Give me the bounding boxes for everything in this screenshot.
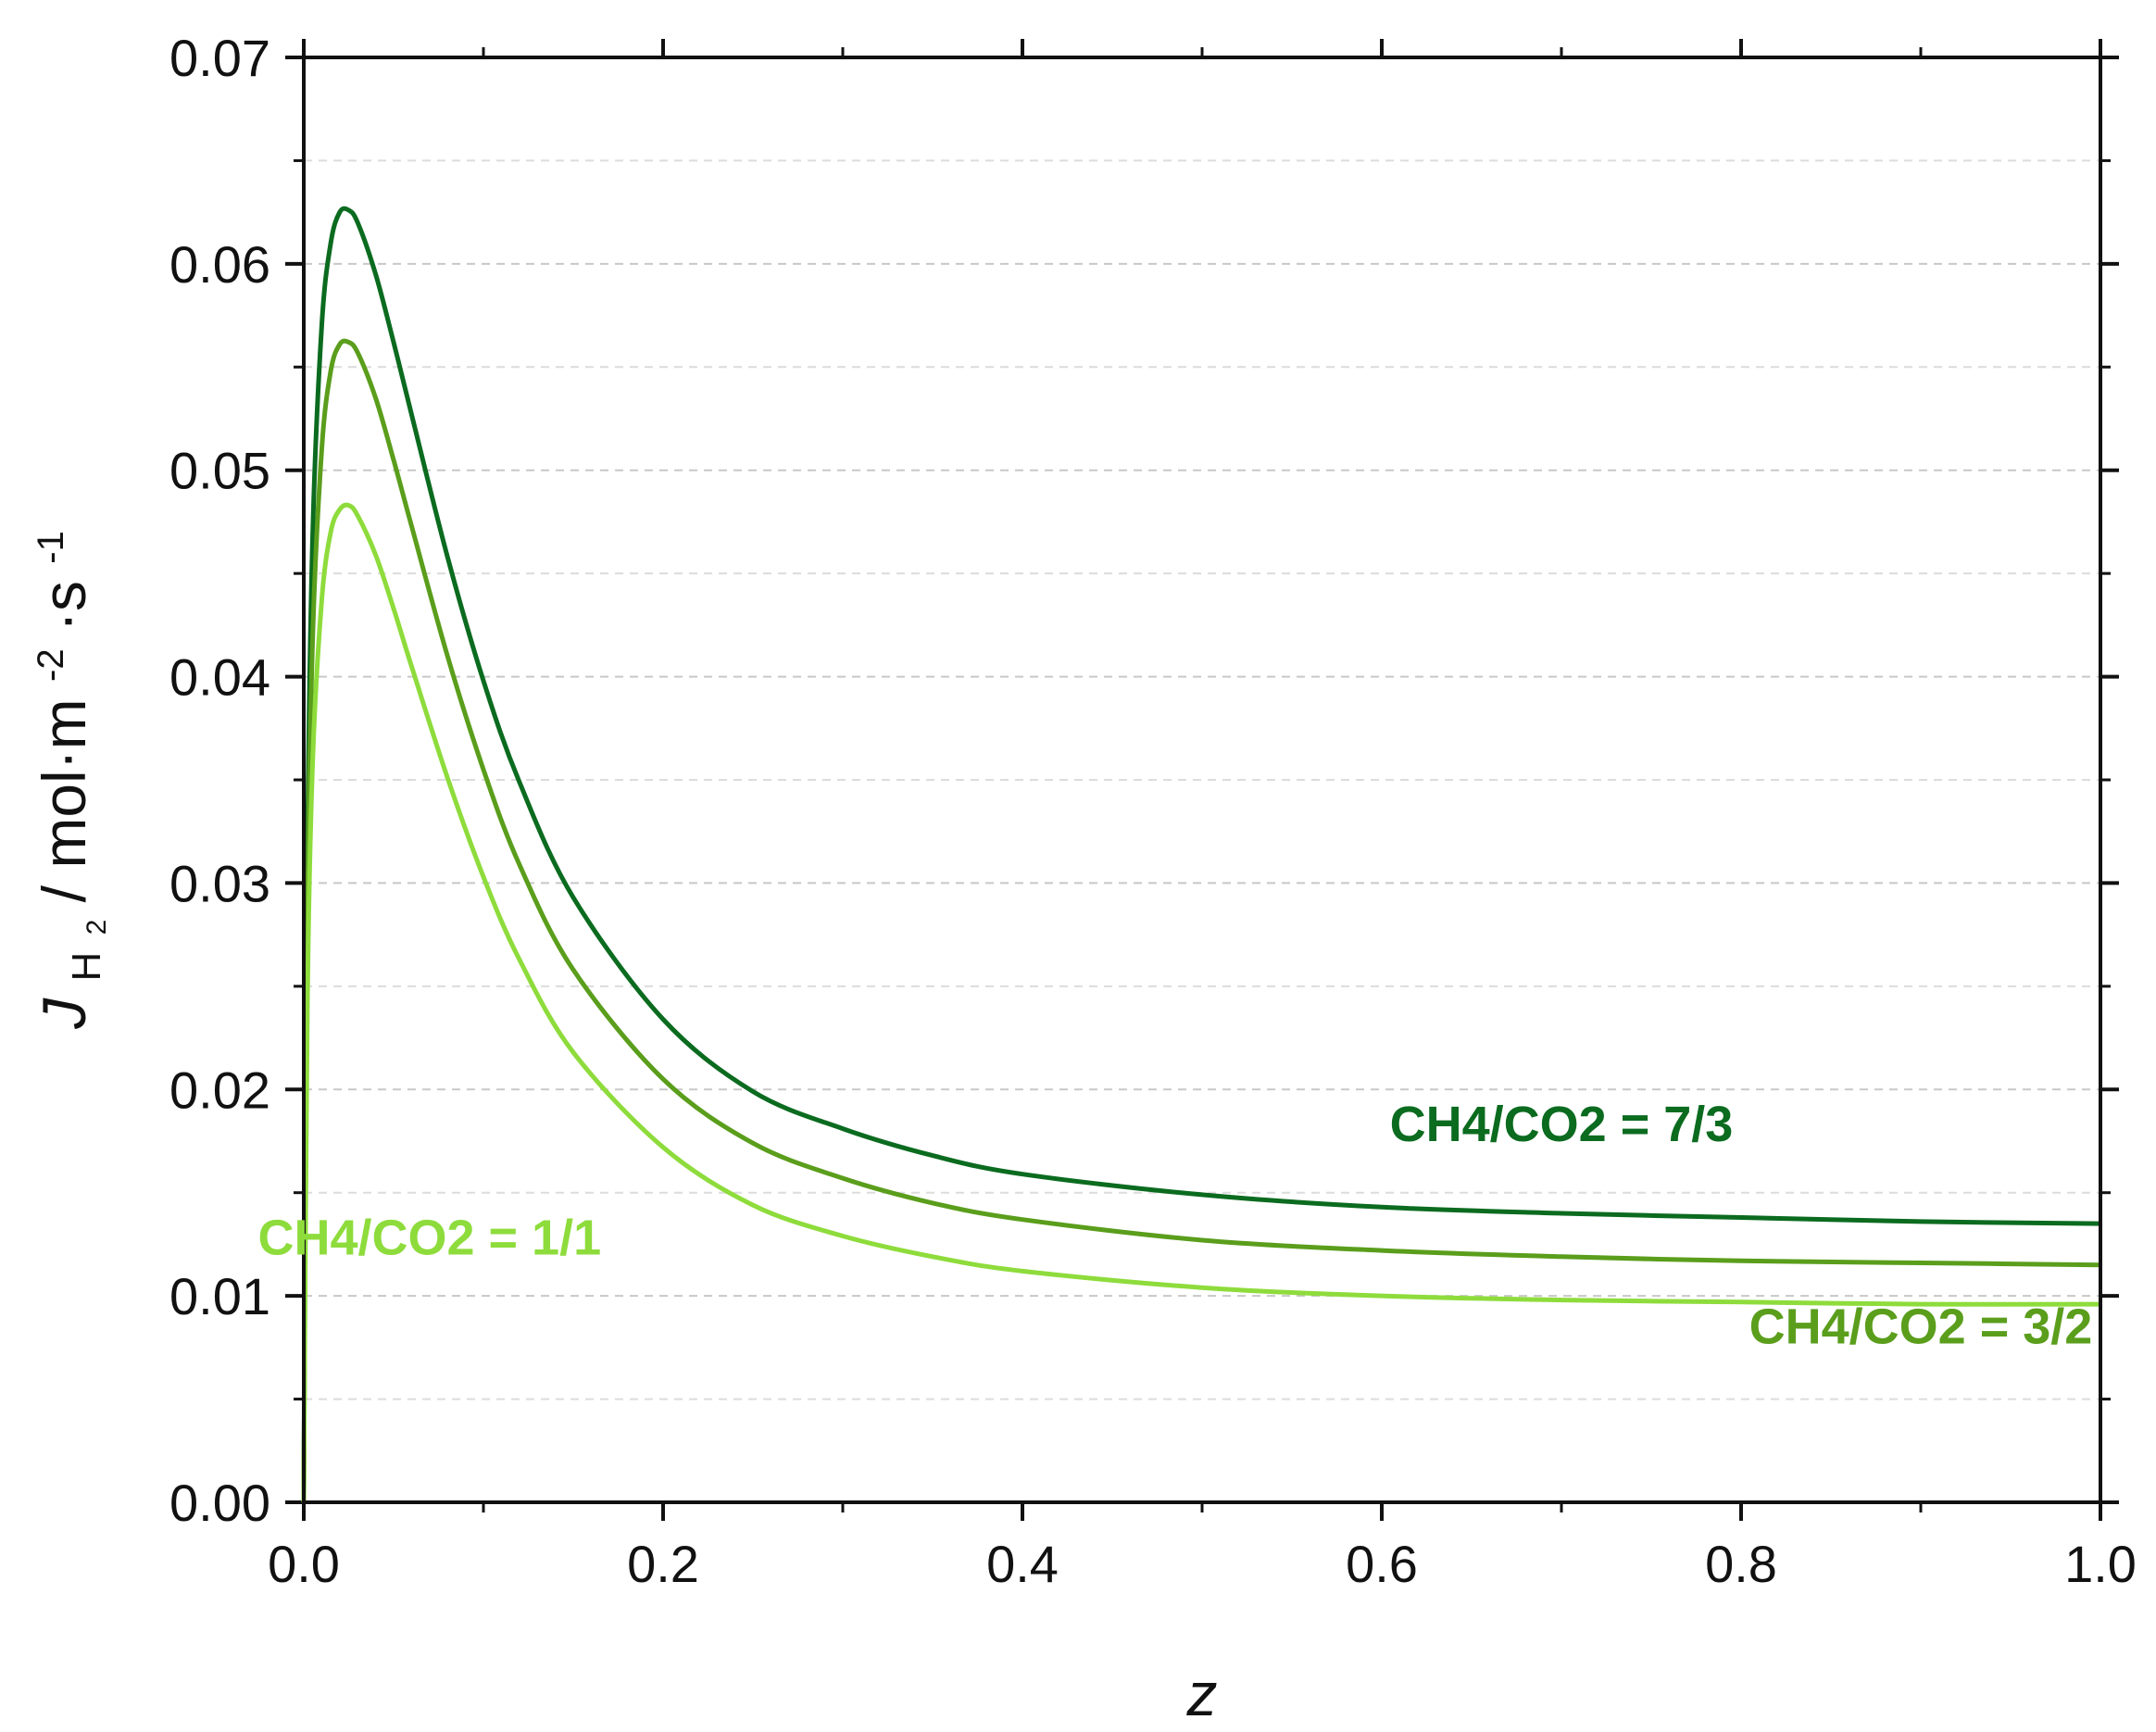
series-label-3: CH4/CO2 = 3/2 bbox=[1749, 1299, 2093, 1354]
y-axis-title-units-prefix: / mol·m bbox=[30, 698, 98, 902]
y-axis-ticks: 0.00 0.01 0.02 0.03 0.04 0.05 0.06 0.07 bbox=[169, 29, 2119, 1532]
y-axis-title-exponent-1: -2 bbox=[31, 648, 71, 682]
x-tick-label: 0.2 bbox=[627, 1535, 699, 1593]
series-line-3 bbox=[301, 502, 2101, 1503]
plot-frame bbox=[302, 56, 2102, 1504]
series-line-1 bbox=[301, 206, 2101, 1503]
y-axis-title-subscript: H bbox=[64, 952, 109, 982]
series-annotations: CH4/CO2 = 7/3 CH4/CO2 = 1/1 CH4/CO2 = 3/2 bbox=[257, 1097, 2092, 1354]
series-lines bbox=[301, 206, 2101, 1503]
x-tick-label: 0.4 bbox=[986, 1535, 1059, 1593]
y-axis-title-symbol: J bbox=[30, 998, 98, 1030]
x-tick-label: 0.8 bbox=[1705, 1535, 1777, 1593]
y-axis-title-subscript-index: 2 bbox=[81, 920, 112, 935]
series-line-2 bbox=[301, 338, 2101, 1503]
y-axis-title: J H 2 / mol·m -2 ·s -1 bbox=[7, 531, 119, 1030]
series-label-2: CH4/CO2 = 1/1 bbox=[257, 1211, 601, 1266]
y-tick-label: 0.02 bbox=[169, 1061, 270, 1119]
y-tick-label: 0.01 bbox=[169, 1267, 270, 1325]
x-axis-ticks: 0.0 0.2 0.4 0.6 0.8 1.0 bbox=[268, 39, 2137, 1593]
x-tick-label: 0.6 bbox=[1346, 1535, 1418, 1593]
y-tick-label: 0.07 bbox=[169, 29, 270, 87]
x-tick-label: 1.0 bbox=[2064, 1535, 2137, 1593]
x-axis-title: z bbox=[1186, 1660, 1218, 1728]
y-tick-label: 0.03 bbox=[169, 854, 270, 912]
y-tick-label: 0.00 bbox=[169, 1474, 270, 1532]
y-axis-title-units-mid: ·s bbox=[30, 581, 98, 632]
y-axis-title-exponent-2: -1 bbox=[31, 531, 71, 564]
y-tick-label: 0.04 bbox=[169, 648, 270, 707]
y-tick-label: 0.06 bbox=[169, 235, 270, 294]
series-label-1: CH4/CO2 = 7/3 bbox=[1390, 1097, 1734, 1152]
x-tick-label: 0.0 bbox=[268, 1535, 340, 1593]
y-tick-label: 0.05 bbox=[169, 442, 270, 500]
